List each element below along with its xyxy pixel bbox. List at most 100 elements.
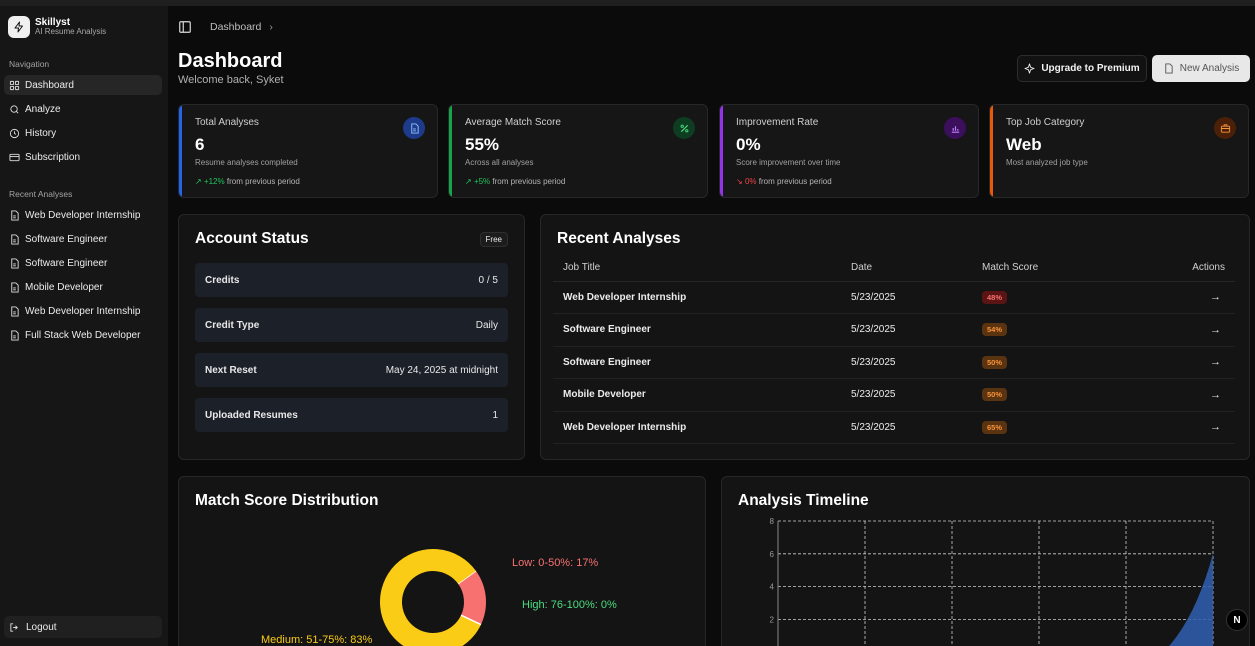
recent-analyses-table: Job Title Date Match Score Actions Web D… xyxy=(553,255,1235,444)
page-title: Dashboard xyxy=(178,50,283,72)
timeline-chart: 2 4 6 8 xyxy=(770,517,1214,646)
match-distribution-panel: Match Score Distribution Low: 0-50%: 17%… xyxy=(178,476,706,646)
sidebar-recent-item[interactable]: Web Developer Internship xyxy=(4,301,162,321)
breadcrumb: Dashboard › xyxy=(178,20,273,34)
sidebar-toggle-icon[interactable] xyxy=(178,20,192,34)
bar-chart-icon xyxy=(944,117,966,139)
column-header: Actions xyxy=(1142,255,1235,282)
sidebar-recent-label: Mobile Developer xyxy=(25,281,103,293)
new-analysis-button[interactable]: New Analysis xyxy=(1152,55,1250,82)
stat-card-improvement-rate: Improvement Rate 0% Score improvement ov… xyxy=(719,104,979,198)
sidebar-recent-label: Full Stack Web Developer xyxy=(25,329,141,341)
trend-suffix: from previous period xyxy=(226,177,300,186)
main-content: Dashboard › Dashboard Welcome back, Syke… xyxy=(168,6,1255,646)
stat-label: Average Match Score xyxy=(465,117,561,128)
brand-logo-icon xyxy=(8,16,30,38)
card-accent-bar xyxy=(179,105,182,197)
trend-down-icon: ↘ xyxy=(736,177,743,186)
sidebar-recent-item[interactable]: Mobile Developer xyxy=(4,277,162,297)
job-title: Web Developer Internship xyxy=(553,281,841,314)
history-icon xyxy=(9,128,20,138)
document-icon xyxy=(403,117,425,139)
match-score-badge: 50% xyxy=(982,355,1008,369)
sidebar-item-subscription[interactable]: Subscription xyxy=(4,147,162,167)
stat-trend: ↘ 0% from previous period xyxy=(736,177,832,186)
recent-analyses-panel: Recent Analyses Job Title Date Match Sco… xyxy=(540,214,1250,460)
donut-chart xyxy=(380,549,486,646)
n-badge[interactable]: N xyxy=(1226,609,1248,631)
donut-slice-low[interactable] xyxy=(457,570,486,625)
timeline-title: Analysis Timeline xyxy=(738,492,869,509)
stat-description: Resume analyses completed xyxy=(195,158,298,167)
table-row[interactable]: Software Engineer 5/23/2025 50% → xyxy=(553,346,1235,379)
percent-icon xyxy=(673,117,695,139)
analysis-date: 5/23/2025 xyxy=(841,411,972,444)
sidebar-recent-item[interactable]: Full Stack Web Developer xyxy=(4,325,162,345)
job-title: Web Developer Internship xyxy=(553,411,841,444)
distribution-title: Match Score Distribution xyxy=(195,492,379,509)
table-row[interactable]: Software Engineer 5/23/2025 54% → xyxy=(553,313,1235,347)
job-title: Mobile Developer xyxy=(553,378,841,412)
account-row-uploaded-resumes: Uploaded Resumes 1 xyxy=(195,398,508,432)
arrow-right-icon[interactable]: → xyxy=(1142,378,1235,412)
analysis-timeline-panel: Analysis Timeline 2 4 6 8 xyxy=(721,476,1250,646)
trend-up-icon: ↗ xyxy=(465,177,472,186)
job-title: Software Engineer xyxy=(553,346,841,379)
arrow-right-icon[interactable]: → xyxy=(1142,313,1235,347)
sidebar-recent-item[interactable]: Software Engineer xyxy=(4,253,162,273)
sidebar-item-label: History xyxy=(25,127,57,139)
stat-description: Across all analyses xyxy=(465,158,534,167)
match-score-cell: 50% xyxy=(972,378,1142,412)
document-icon xyxy=(11,305,19,317)
document-icon xyxy=(11,329,19,341)
upgrade-button[interactable]: Upgrade to Premium xyxy=(1017,55,1147,82)
logout-button[interactable]: Logout xyxy=(4,616,162,638)
stat-card-total-analyses: Total Analyses 6 Resume analyses complet… xyxy=(178,104,438,198)
row-value: 1 xyxy=(492,409,498,421)
row-value: Daily xyxy=(475,319,498,331)
arrow-right-icon[interactable]: → xyxy=(1142,411,1235,444)
table-row[interactable]: Web Developer Internship 5/23/2025 48% → xyxy=(553,281,1235,314)
sidebar-item-history[interactable]: History xyxy=(4,123,162,143)
sidebar-recent-label: Web Developer Internship xyxy=(25,209,141,221)
y-tick-label: 8 xyxy=(770,517,775,526)
sidebar-item-dashboard[interactable]: Dashboard xyxy=(4,75,162,95)
stat-value: Web xyxy=(1006,135,1042,154)
timeline-area[interactable] xyxy=(1158,553,1213,646)
donut-slice-medium[interactable] xyxy=(380,549,481,646)
card-accent-bar xyxy=(720,105,723,197)
sidebar-recent-label: Web Developer Internship xyxy=(25,305,141,317)
trend-up-icon: ↗ xyxy=(195,177,202,186)
welcome-text: Welcome back, Syket xyxy=(178,74,284,86)
column-header: Job Title xyxy=(553,255,841,282)
legend-medium: Medium: 51-75%: 83% xyxy=(261,634,373,646)
table-row[interactable]: Web Developer Internship 5/23/2025 65% → xyxy=(553,411,1235,444)
analysis-date: 5/23/2025 xyxy=(841,281,972,314)
sidebar-recent-item[interactable]: Software Engineer xyxy=(4,229,162,249)
trend-suffix: from previous period xyxy=(758,177,832,186)
account-status-panel: Account Status Free Credits 0 / 5 Credit… xyxy=(178,214,525,460)
sidebar-recent-item[interactable]: Web Developer Internship xyxy=(4,205,162,225)
brand-subtitle: AI Resume Analysis xyxy=(35,27,107,37)
logout-label: Logout xyxy=(26,621,57,633)
sidebar-item-analyze[interactable]: Analyze xyxy=(4,99,162,119)
stat-label: Top Job Category xyxy=(1006,117,1085,128)
table-row[interactable]: Mobile Developer 5/23/2025 50% → xyxy=(553,378,1235,412)
y-tick-label: 4 xyxy=(770,583,775,592)
row-value: May 24, 2025 at midnight xyxy=(385,364,498,376)
match-score-badge: 65% xyxy=(982,420,1008,434)
sidebar-item-label: Dashboard xyxy=(25,79,74,91)
nav-section-label: Navigation xyxy=(9,59,50,69)
arrow-right-icon[interactable]: → xyxy=(1142,281,1235,314)
stat-description: Score improvement over time xyxy=(736,158,841,167)
plan-badge: Free xyxy=(479,232,508,247)
sidebar-recent-label: Software Engineer xyxy=(25,257,108,269)
breadcrumb-dashboard[interactable]: Dashboard xyxy=(210,21,262,33)
match-score-badge: 48% xyxy=(982,290,1008,304)
brand[interactable]: Skillyst AI Resume Analysis xyxy=(8,16,106,38)
table-header-row: Job Title Date Match Score Actions xyxy=(553,255,1235,282)
match-score-cell: 54% xyxy=(972,313,1142,347)
legend-high: High: 76-100%: 0% xyxy=(522,599,617,611)
arrow-right-icon[interactable]: → xyxy=(1142,346,1235,379)
trend-change: 0% xyxy=(744,177,757,186)
